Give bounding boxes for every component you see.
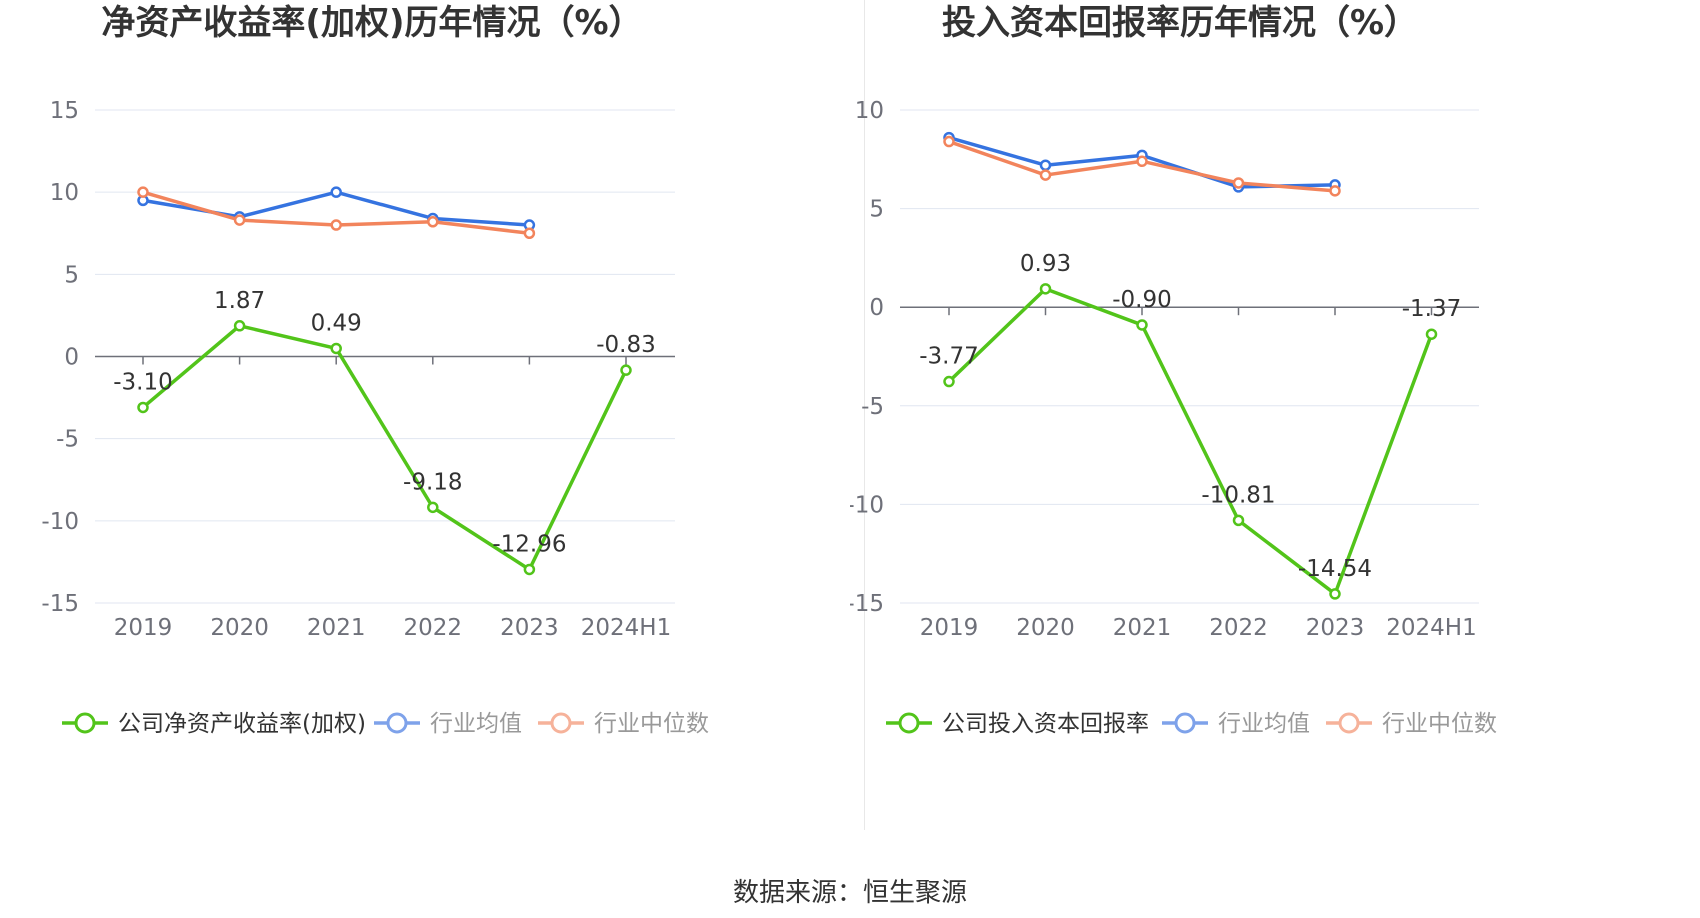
y-tick-label: 0 [869, 295, 884, 321]
y-tick-label: -15 [850, 591, 884, 617]
legend-item-median[interactable]: 行业中位数 [1326, 711, 1497, 737]
data-label: -12.96 [492, 531, 566, 557]
data-point-company[interactable] [620, 364, 632, 376]
x-tick-label: 2020 [210, 615, 269, 641]
y-tick-label: -5 [861, 394, 884, 420]
data-point-median[interactable] [233, 214, 246, 226]
data-point-company[interactable] [523, 563, 536, 576]
legend-item-company[interactable]: 公司净资产收益率(加权) [62, 711, 366, 737]
data-point-company[interactable] [233, 320, 246, 332]
data-point-company[interactable] [1329, 588, 1341, 600]
y-tick-label: 0 [64, 345, 79, 371]
x-tick-label: 2022 [404, 615, 463, 641]
data-point-company[interactable] [137, 401, 149, 414]
series-line-company [947, 287, 1434, 596]
data-point-median[interactable] [1232, 177, 1245, 189]
data-label: -3.77 [919, 344, 979, 370]
legend-marker-icon [74, 712, 96, 734]
data-point-avg[interactable] [1039, 159, 1052, 171]
x-tick-label: 2019 [920, 615, 979, 641]
x-tick-label: 2023 [500, 615, 559, 641]
data-point-company[interactable] [943, 375, 955, 388]
legend-marker-icon [1338, 712, 1360, 734]
x-tick-label: 2022 [1209, 615, 1268, 641]
data-point-median[interactable] [137, 186, 149, 198]
legend-item-avg[interactable]: 行业均值 [1162, 711, 1310, 737]
data-source: 数据来源：恒生聚源 [732, 878, 967, 908]
roic-chart: 投入资本回报率历年情况（%） 10 5 0 -5 -10 -15 2019 2020 2021 20… [846, 3, 1497, 737]
x-tick-label: 2024H1 [581, 615, 671, 641]
y-tick-label: -15 [41, 591, 79, 617]
data-label: -1.37 [1402, 296, 1462, 322]
x-tick-label: 2019 [114, 615, 173, 641]
y-tick-label: 10 [50, 180, 79, 206]
legend-item-company[interactable]: 公司投入资本回报率 [886, 711, 1149, 737]
data-label: -0.83 [596, 332, 656, 358]
legend-label: 行业均值 [430, 711, 522, 737]
data-point-company[interactable] [1136, 319, 1148, 331]
data-point-median[interactable] [523, 227, 536, 239]
roe-chart: 净资产收益率(加权)历年情况（%） 15 10 5 0 -5 -10 -15 2019 2020 2… [41, 3, 709, 737]
data-point-company[interactable] [1039, 283, 1052, 295]
data-label: 0.49 [311, 310, 362, 336]
legend-label: 公司净资产收益率(加权) [118, 711, 366, 737]
legend-label: 行业均值 [1218, 711, 1310, 737]
legend-marker-icon [386, 712, 408, 734]
data-label: -3.10 [113, 369, 173, 395]
x-tick-label: 2024H1 [1386, 615, 1476, 641]
data-label: 1.87 [214, 288, 265, 314]
x-tick-label: 2021 [1113, 615, 1172, 641]
legend-marker-icon [550, 712, 572, 734]
data-point-company[interactable] [330, 342, 342, 355]
legend-label: 行业中位数 [1382, 711, 1497, 737]
y-tick-label: 5 [64, 262, 79, 288]
data-point-median[interactable] [427, 215, 439, 228]
data-point-avg[interactable] [330, 186, 342, 198]
roic-chart-panel: 投入资本回报率历年情况（%） 10 5 0 -5 -10 -15 2019 2020 2021 20… [846, 0, 1700, 830]
legend-label: 行业中位数 [594, 711, 709, 737]
x-tick-label: 2021 [307, 615, 366, 641]
data-point-median[interactable] [330, 219, 342, 231]
roe-chart-panel: 净资产收益率(加权)历年情况（%） 15 10 5 0 -5 -10 -15 2019 2020 2… [0, 0, 850, 830]
y-tick-label: 15 [50, 98, 79, 124]
data-label: -10.81 [1201, 482, 1275, 508]
y-tick-label: -10 [850, 492, 884, 518]
data-point-company[interactable] [427, 501, 439, 514]
data-point-median[interactable] [1039, 169, 1052, 181]
chart-title: 净资产收益率(加权)历年情况（%） [101, 3, 642, 43]
y-tick-label: 5 [869, 197, 884, 223]
legend-marker-icon [898, 712, 920, 734]
chart-title: 投入资本回报率历年情况（%） [942, 3, 1418, 43]
data-point-company[interactable] [1425, 328, 1438, 340]
legend-item-avg[interactable]: 行业均值 [374, 711, 522, 737]
data-label: 0.93 [1020, 251, 1071, 277]
legend-marker-icon [1174, 712, 1196, 734]
series-line-company [141, 324, 628, 572]
data-point-median[interactable] [943, 135, 955, 148]
y-tick-label: 10 [855, 98, 884, 124]
data-label: -14.54 [1298, 556, 1372, 582]
data-label: -9.18 [403, 469, 463, 495]
x-tick-label: 2023 [1306, 615, 1365, 641]
y-tick-label: -10 [41, 509, 79, 535]
y-tick-label: -5 [56, 427, 79, 453]
legend-item-median[interactable]: 行业中位数 [538, 711, 709, 737]
data-point-median[interactable] [1136, 155, 1148, 168]
data-label: -0.90 [1112, 287, 1172, 313]
legend-label: 公司投入资本回报率 [942, 711, 1149, 737]
data-point-median[interactable] [1329, 185, 1341, 197]
x-tick-label: 2020 [1016, 615, 1075, 641]
panel-divider [864, 0, 865, 830]
data-point-company[interactable] [1232, 514, 1245, 527]
